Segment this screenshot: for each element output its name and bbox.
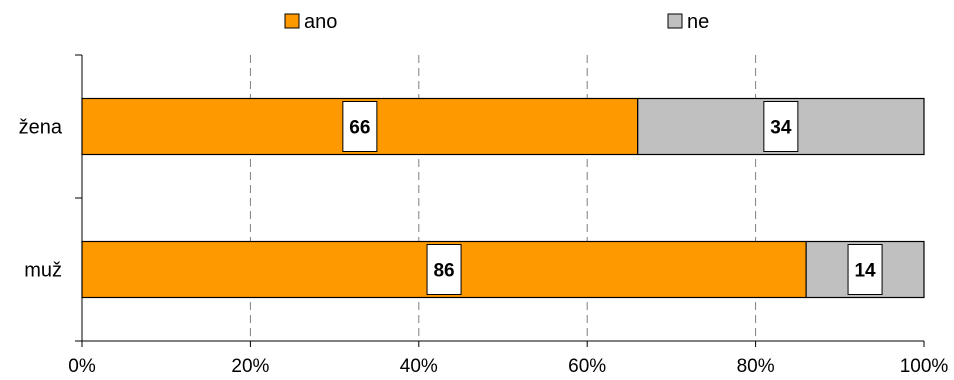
labels: 0% 20% 40% 60% 80% 100% žena muž 66 34 86 14 [19,101,949,377]
category-label: žena [19,117,63,139]
x-tick-label: 0% [68,356,96,377]
x-tick-label: 60% [568,356,606,377]
x-tick-label: 100% [900,356,949,377]
legend: ano ne [284,11,709,33]
x-tick-label: 20% [231,356,269,377]
data-label-box [847,244,883,295]
category-label: muž [24,260,62,282]
data-label-ano-žena: 66 [349,118,370,139]
legend-swatch-ano [284,13,300,29]
data-label-box [426,244,462,295]
data-label-box [342,101,378,152]
x-tick-label: 40% [400,356,438,377]
data-label-ne-muž: 14 [854,261,876,282]
data-label-ano-muž: 86 [433,261,454,282]
x-tick-label: 80% [737,356,775,377]
legend-label-ne: ne [687,11,709,33]
legend-swatch-ne [667,13,683,29]
axes [75,54,925,347]
data-label-box [763,101,799,152]
legend-label-ano: ano [304,11,337,33]
data-label-ne-žena: 34 [770,118,792,139]
